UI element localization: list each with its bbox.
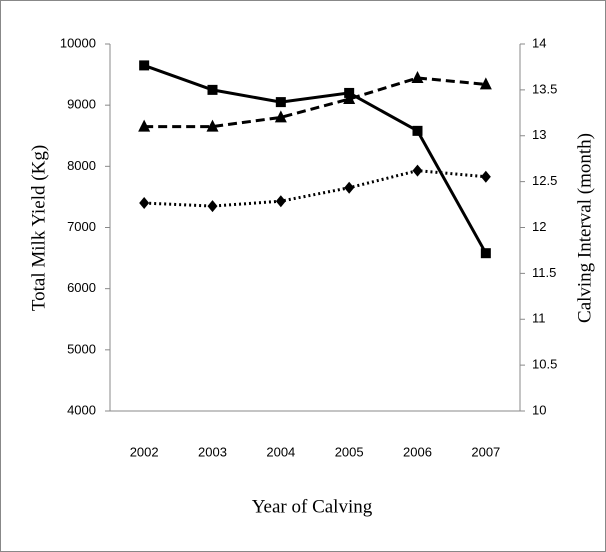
y2-tick-label: 13.5 — [532, 81, 557, 96]
marker — [412, 164, 423, 177]
series-line — [144, 169, 486, 208]
y-tick-label: 8000 — [67, 158, 96, 173]
marker — [480, 170, 491, 183]
y2-tick-label: 14 — [532, 35, 546, 50]
y2-tick-label: 11.5 — [532, 265, 556, 280]
marker — [138, 119, 151, 132]
marker — [411, 70, 424, 83]
y2-axis-title: Calving Interval (month) — [574, 133, 595, 323]
y-tick-label: 5000 — [67, 341, 96, 356]
marker — [274, 110, 287, 123]
y2-tick-label: 13 — [532, 127, 546, 142]
marker — [412, 125, 423, 136]
marker — [207, 200, 218, 213]
marker — [139, 197, 150, 210]
marker — [139, 60, 150, 71]
y-tick-label: 10000 — [60, 35, 96, 50]
marker — [206, 119, 219, 132]
x-axis-title: Year of Calving — [252, 496, 373, 517]
y-tick-label: 4000 — [67, 402, 96, 417]
series-line — [143, 63, 488, 254]
x-tick-label: 2007 — [471, 444, 500, 459]
y2-tick-label: 10 — [532, 402, 546, 417]
x-tick-label: 2003 — [198, 444, 227, 459]
y2-tick-label: 12.5 — [532, 173, 557, 188]
marker — [344, 181, 355, 194]
marker — [275, 97, 286, 108]
x-tick-label: 2006 — [403, 444, 432, 459]
y-tick-label: 9000 — [67, 97, 96, 112]
x-tick-label: 2005 — [335, 444, 364, 459]
marker — [275, 195, 286, 208]
x-tick-label: 2004 — [266, 444, 295, 459]
marker — [343, 92, 356, 105]
marker — [207, 84, 218, 95]
y2-tick-label: 12 — [532, 219, 546, 234]
y2-tick-label: 11 — [532, 311, 546, 326]
marker — [480, 248, 491, 259]
y-tick-label: 7000 — [67, 219, 96, 234]
y-axis-title: Total Milk Yield (Kg) — [28, 145, 49, 311]
y-tick-label: 6000 — [67, 280, 96, 295]
x-tick-label: 2002 — [130, 444, 159, 459]
y2-tick-label: 10.5 — [532, 357, 557, 372]
marker — [479, 77, 492, 90]
series-line — [144, 76, 486, 129]
